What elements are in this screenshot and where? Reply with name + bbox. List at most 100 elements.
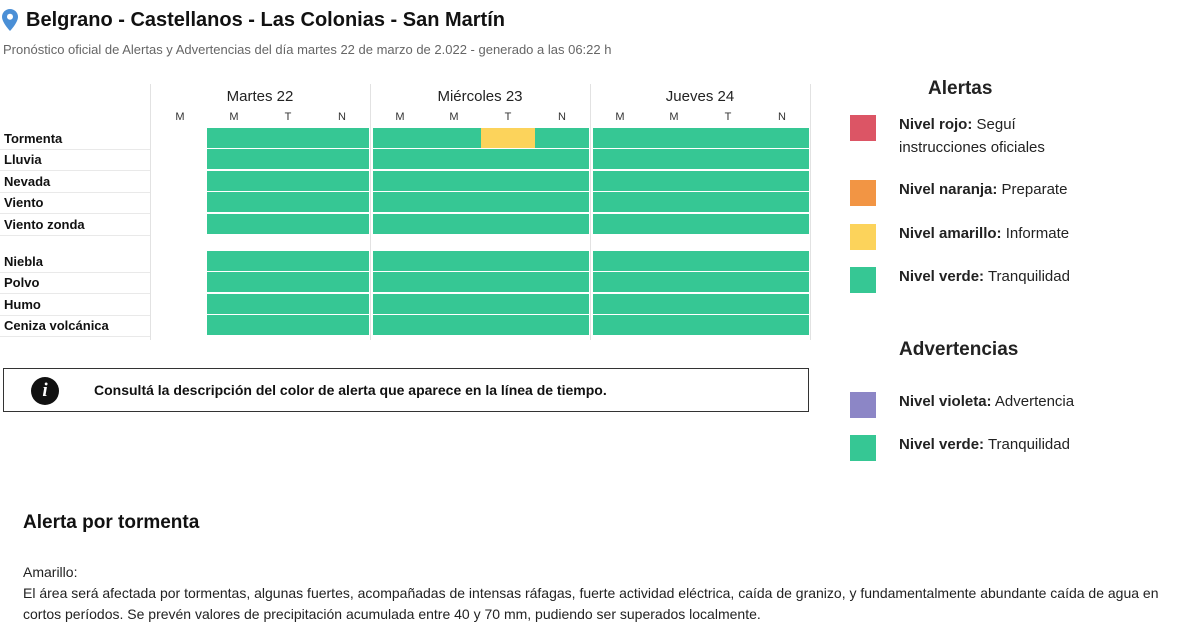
alert-cell-verde[interactable] — [535, 171, 589, 191]
alert-cell-verde[interactable] — [315, 192, 369, 212]
alert-cell-verde[interactable] — [373, 171, 428, 191]
alert-cell-verde[interactable] — [373, 294, 428, 314]
alert-cell-verde[interactable] — [593, 214, 648, 234]
alert-cell-verde[interactable] — [427, 272, 482, 292]
alert-cell-verde[interactable] — [701, 128, 756, 148]
alert-cell-verde[interactable] — [701, 294, 756, 314]
alert-cell-verde[interactable] — [261, 214, 316, 234]
alert-cell-verde[interactable] — [207, 294, 262, 314]
alert-cell-verde[interactable] — [207, 128, 262, 148]
alert-cell-verde[interactable] — [701, 272, 756, 292]
alert-cell-verde[interactable] — [593, 192, 648, 212]
alert-cell-verde[interactable] — [315, 315, 369, 335]
alert-cell-verde[interactable] — [373, 272, 428, 292]
alert-cell-verde[interactable] — [373, 128, 428, 148]
alert-cell-verde[interactable] — [481, 214, 536, 234]
alert-cell-verde[interactable] — [593, 315, 648, 335]
alert-cell-verde[interactable] — [755, 294, 809, 314]
alert-cell-verde[interactable] — [535, 294, 589, 314]
alert-cell-verde[interactable] — [701, 171, 756, 191]
alert-cell-verde[interactable] — [535, 192, 589, 212]
alert-cell-verde[interactable] — [481, 272, 536, 292]
alert-cell-verde[interactable] — [647, 149, 702, 169]
alert-cell-verde[interactable] — [701, 192, 756, 212]
alert-cell-verde[interactable] — [535, 149, 589, 169]
alert-cell-verde[interactable] — [427, 315, 482, 335]
alert-cell-verde[interactable] — [207, 192, 262, 212]
alert-cell-verde[interactable] — [315, 128, 369, 148]
alert-cell-verde[interactable] — [373, 192, 428, 212]
alert-cell-verde[interactable] — [427, 294, 482, 314]
alert-cell-verde[interactable] — [315, 214, 369, 234]
alert-cell-verde[interactable] — [261, 251, 316, 271]
alert-cell-verde[interactable] — [481, 315, 536, 335]
alert-cell-verde[interactable] — [593, 149, 648, 169]
alert-cell-verde[interactable] — [315, 294, 369, 314]
alert-cell-verde[interactable] — [647, 171, 702, 191]
alert-cell-verde[interactable] — [207, 272, 262, 292]
alert-cell-verde[interactable] — [427, 251, 482, 271]
alert-cell-verde[interactable] — [261, 294, 316, 314]
alert-cell-verde[interactable] — [207, 315, 262, 335]
alert-cell-verde[interactable] — [647, 214, 702, 234]
alert-cell-verde[interactable] — [207, 214, 262, 234]
alert-cell-verde[interactable] — [481, 294, 536, 314]
alert-cell-verde[interactable] — [207, 171, 262, 191]
alert-cell-verde[interactable] — [261, 128, 316, 148]
alert-cell-verde[interactable] — [647, 192, 702, 212]
alert-cell-verde[interactable] — [647, 128, 702, 148]
alert-cell-verde[interactable] — [755, 251, 809, 271]
alert-cell-verde[interactable] — [701, 251, 756, 271]
alert-cell-verde[interactable] — [593, 128, 648, 148]
alert-cell-verde[interactable] — [755, 128, 809, 148]
alert-cell-verde[interactable] — [373, 251, 428, 271]
alert-cell-verde[interactable] — [535, 128, 589, 148]
alert-cell-verde[interactable] — [647, 315, 702, 335]
hazard-row-label: Viento — [4, 195, 44, 210]
alert-cell-verde[interactable] — [481, 171, 536, 191]
alert-cell-verde[interactable] — [207, 149, 262, 169]
alert-cell-verde[interactable] — [315, 251, 369, 271]
alert-cell-verde[interactable] — [481, 149, 536, 169]
alert-cell-verde[interactable] — [207, 251, 262, 271]
alert-cell-verde[interactable] — [261, 272, 316, 292]
alert-cell-verde[interactable] — [593, 251, 648, 271]
alert-cell-verde[interactable] — [481, 251, 536, 271]
alert-cell-verde[interactable] — [427, 128, 482, 148]
alert-cell-verde[interactable] — [701, 315, 756, 335]
alert-cell-verde[interactable] — [481, 192, 536, 212]
alert-cell-verde[interactable] — [261, 192, 316, 212]
alert-cell-verde[interactable] — [647, 251, 702, 271]
alert-cell-verde[interactable] — [261, 171, 316, 191]
alert-cell-verde[interactable] — [315, 171, 369, 191]
alert-cell-verde[interactable] — [535, 214, 589, 234]
alert-cell-verde[interactable] — [647, 272, 702, 292]
alert-cell-verde[interactable] — [427, 192, 482, 212]
alert-cell-verde[interactable] — [261, 149, 316, 169]
alert-cell-verde[interactable] — [755, 149, 809, 169]
alert-cell-amarillo[interactable] — [481, 128, 536, 148]
alert-cell-verde[interactable] — [701, 149, 756, 169]
alert-cell-verde[interactable] — [373, 315, 428, 335]
alert-cell-verde[interactable] — [593, 294, 648, 314]
alert-cell-verde[interactable] — [755, 192, 809, 212]
alert-cell-verde[interactable] — [261, 315, 316, 335]
alert-cell-verde[interactable] — [535, 251, 589, 271]
alert-cell-verde[interactable] — [755, 272, 809, 292]
alert-cell-verde[interactable] — [647, 294, 702, 314]
alert-cell-verde[interactable] — [427, 149, 482, 169]
alert-cell-verde[interactable] — [315, 272, 369, 292]
alert-cell-verde[interactable] — [755, 315, 809, 335]
alert-cell-verde[interactable] — [593, 272, 648, 292]
alert-cell-verde[interactable] — [593, 171, 648, 191]
alert-cell-verde[interactable] — [535, 315, 589, 335]
alert-cell-verde[interactable] — [535, 272, 589, 292]
alert-cell-verde[interactable] — [755, 171, 809, 191]
alert-cell-verde[interactable] — [315, 149, 369, 169]
alert-cell-verde[interactable] — [427, 171, 482, 191]
alert-cell-verde[interactable] — [755, 214, 809, 234]
alert-cell-verde[interactable] — [373, 214, 428, 234]
alert-cell-verde[interactable] — [427, 214, 482, 234]
alert-cell-verde[interactable] — [701, 214, 756, 234]
alert-cell-verde[interactable] — [373, 149, 428, 169]
